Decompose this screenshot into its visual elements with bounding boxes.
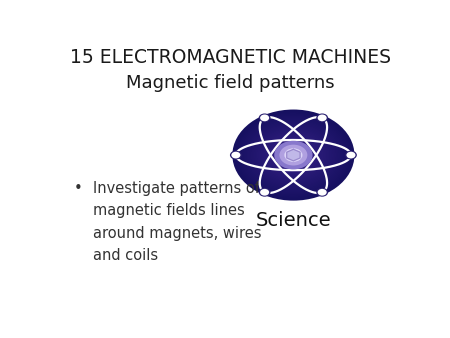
Circle shape — [279, 145, 307, 165]
Circle shape — [266, 135, 321, 175]
Circle shape — [234, 111, 353, 199]
Circle shape — [237, 113, 350, 197]
Circle shape — [265, 134, 322, 177]
Text: 15 ELECTROMAGNETIC MACHINES: 15 ELECTROMAGNETIC MACHINES — [70, 48, 391, 67]
Circle shape — [346, 152, 356, 159]
Polygon shape — [287, 149, 300, 161]
Circle shape — [290, 153, 297, 158]
Circle shape — [260, 189, 269, 196]
Circle shape — [272, 139, 315, 171]
Circle shape — [288, 151, 299, 159]
Circle shape — [278, 144, 309, 166]
Circle shape — [274, 140, 313, 170]
Circle shape — [248, 121, 339, 189]
Circle shape — [249, 122, 338, 188]
Circle shape — [287, 150, 300, 160]
Circle shape — [270, 138, 316, 172]
Circle shape — [277, 143, 310, 168]
Text: Magnetic field patterns: Magnetic field patterns — [126, 74, 335, 92]
Circle shape — [242, 116, 345, 194]
Circle shape — [275, 141, 312, 169]
Circle shape — [235, 112, 351, 198]
Circle shape — [260, 115, 269, 121]
Circle shape — [231, 152, 240, 159]
Circle shape — [292, 154, 295, 156]
Text: •: • — [74, 181, 82, 196]
Circle shape — [252, 124, 335, 186]
Circle shape — [240, 115, 347, 195]
Circle shape — [289, 152, 298, 159]
Circle shape — [284, 148, 302, 162]
Circle shape — [318, 115, 327, 121]
Circle shape — [269, 137, 318, 173]
Circle shape — [316, 188, 328, 197]
Circle shape — [283, 147, 304, 163]
Circle shape — [238, 114, 348, 196]
Circle shape — [279, 145, 307, 166]
Circle shape — [254, 125, 333, 185]
Circle shape — [246, 120, 341, 190]
Text: Science: Science — [256, 211, 331, 230]
Circle shape — [284, 148, 302, 162]
Circle shape — [232, 110, 355, 201]
Circle shape — [260, 130, 327, 180]
Circle shape — [259, 188, 270, 197]
Circle shape — [245, 119, 342, 192]
Circle shape — [281, 146, 306, 164]
Circle shape — [243, 118, 344, 193]
Circle shape — [345, 151, 357, 160]
Circle shape — [286, 149, 301, 161]
Circle shape — [251, 123, 336, 187]
Circle shape — [261, 131, 325, 179]
Circle shape — [274, 141, 313, 169]
Circle shape — [318, 189, 327, 196]
Circle shape — [263, 132, 324, 178]
Circle shape — [257, 128, 330, 183]
Circle shape — [255, 127, 332, 184]
Circle shape — [316, 114, 328, 122]
Circle shape — [259, 114, 270, 122]
Circle shape — [230, 151, 242, 160]
Text: Investigate patterns of
magnetic fields lines
around magnets, wires
and coils: Investigate patterns of magnetic fields … — [93, 181, 261, 263]
Circle shape — [258, 129, 328, 181]
Circle shape — [267, 136, 320, 174]
